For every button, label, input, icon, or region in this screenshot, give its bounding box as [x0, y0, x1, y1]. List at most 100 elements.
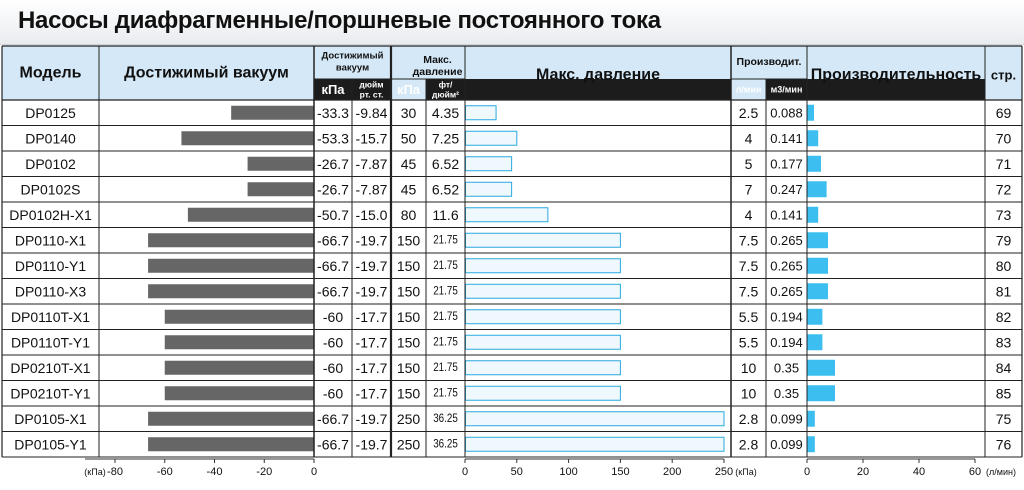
- cell-pressure-psi: 36.25: [433, 438, 458, 451]
- cell-model: DP0110-X1: [15, 232, 87, 248]
- cell-flow-lmin: 10: [741, 360, 757, 376]
- cell-pressure-psi: 7.25: [432, 130, 459, 146]
- pressure-axis-tick-label: 100: [559, 466, 577, 478]
- cell-flow-m3: 0.141: [770, 131, 803, 146]
- flow-axis-tick-label: 20: [857, 466, 869, 478]
- cell-pressure-psi: 21.75: [433, 285, 458, 298]
- header-pressure-psi-2: дюйм²: [432, 90, 459, 100]
- header-pressure-bar: Макс. давление: [536, 67, 660, 84]
- cell-model: DP0210T-X1: [10, 360, 90, 376]
- cell-flow-m3: 0.247: [770, 182, 803, 197]
- cell-model: DP0110T-Y1: [11, 334, 90, 350]
- cell-vacuum-kpa: -66.7: [317, 232, 349, 248]
- pressure-bar: [465, 309, 621, 325]
- flow-axis-tick-label: 60: [969, 466, 981, 478]
- header-page: стр.: [991, 68, 1016, 83]
- flow-bar: [807, 104, 814, 121]
- cell-pressure-kpa: 150: [397, 232, 421, 248]
- cell-page: 72: [996, 181, 1012, 197]
- cell-pressure-psi: 6.52: [432, 181, 459, 197]
- header-model: Модель: [20, 65, 82, 82]
- cell-flow-lmin: 2.5: [739, 105, 759, 121]
- cell-page: 83: [996, 334, 1012, 350]
- cell-page: 85: [996, 385, 1012, 401]
- vacuum-bar: [148, 411, 314, 426]
- vacuum-bar: [231, 105, 314, 120]
- cell-flow-lmin: 7.5: [739, 232, 759, 248]
- cell-pressure-kpa: 45: [401, 181, 417, 197]
- cell-pressure-psi: 6.52: [432, 156, 459, 172]
- pressure-bar: [465, 411, 725, 427]
- vacuum-bar: [187, 207, 314, 222]
- pressure-bar: [465, 207, 549, 223]
- vacuum-bar: [148, 258, 314, 273]
- title-bar: Насосы диафрагменные/поршневые постоянно…: [0, 0, 1024, 45]
- cell-vacuum-inhg: -17.7: [356, 334, 388, 350]
- pressure-bar: [465, 105, 497, 121]
- pressure-axis-tick-label: 0: [462, 466, 468, 478]
- vacuum-axis-tick-label: 0: [311, 466, 317, 478]
- pressure-bar: [465, 181, 513, 197]
- header-vacuum-inhg-2: рт. ст.: [360, 90, 384, 100]
- subheader-cell-4: [766, 79, 807, 100]
- cell-flow-m3: 0.099: [770, 437, 803, 452]
- header-flow-m3: м3/мин: [771, 85, 803, 95]
- cell-flow-m3: 0.194: [770, 335, 803, 350]
- header-vacuum-group-2: вакуум: [336, 63, 369, 74]
- cell-vacuum-inhg: -7.87: [356, 181, 388, 197]
- cell-pressure-psi: 21.75: [433, 310, 458, 323]
- cell-model: DP0105-Y1: [14, 436, 87, 452]
- cell-flow-lmin: 7.5: [739, 258, 759, 274]
- pressure-bar: [465, 283, 621, 299]
- flow-axis-unit: (л/мин): [986, 467, 1016, 477]
- cell-flow-lmin: 5.5: [739, 309, 759, 325]
- cell-pressure-psi: 21.75: [433, 336, 458, 349]
- vacuum-bar: [247, 182, 314, 197]
- cell-vacuum-kpa: -66.7: [317, 283, 349, 299]
- header-pressure-kpa: кПа: [397, 82, 421, 97]
- cell-flow-m3: 0.088: [770, 105, 803, 120]
- cell-vacuum-inhg: -19.7: [356, 258, 388, 274]
- cell-page: 71: [996, 156, 1012, 172]
- cell-flow-lmin: 10: [741, 385, 757, 401]
- cell-model: DP0102H-X1: [9, 207, 92, 223]
- cell-model: DP0102S: [21, 181, 81, 197]
- cell-flow-lmin: 5.5: [739, 334, 759, 350]
- pressure-bar: [465, 360, 621, 376]
- cell-vacuum-inhg: -7.87: [356, 156, 388, 172]
- cell-page: 75: [996, 411, 1012, 427]
- vacuum-axis-tick-label: -20: [256, 466, 272, 478]
- flow-bar: [807, 385, 835, 402]
- subheader-cell-5: [807, 79, 985, 100]
- cell-vacuum-kpa: -60: [323, 360, 343, 376]
- vacuum-axis-tick-label: -60: [157, 466, 173, 478]
- vacuum-axis-tick-label: -80: [107, 466, 123, 478]
- cell-flow-lmin: 7.5: [739, 283, 759, 299]
- cell-vacuum-kpa: -60: [323, 385, 343, 401]
- cell-pressure-kpa: 150: [397, 334, 421, 350]
- cell-vacuum-kpa: -33.3: [317, 105, 349, 121]
- cell-flow-m3: 0.177: [770, 156, 803, 171]
- flow-bar: [807, 130, 819, 147]
- cell-model: DP0110T-X1: [11, 309, 90, 325]
- cell-model: DP0210T-Y1: [10, 385, 90, 401]
- cell-vacuum-inhg: -17.7: [356, 309, 388, 325]
- cell-vacuum-inhg: -15.7: [356, 130, 388, 146]
- vacuum-bar: [148, 437, 314, 452]
- cell-pressure-kpa: 30: [401, 105, 417, 121]
- cell-page: 84: [996, 360, 1012, 376]
- pressure-bar: [465, 334, 621, 350]
- vacuum-bar: [164, 335, 314, 350]
- page-title: Насосы диафрагменные/поршневые постоянно…: [18, 7, 661, 34]
- vacuum-bar: [148, 284, 314, 299]
- cell-flow-lmin: 5: [745, 156, 753, 172]
- cell-flow-lmin: 2.8: [739, 436, 759, 452]
- flow-bar: [807, 181, 827, 198]
- cell-flow-m3: 0.141: [770, 207, 803, 222]
- pressure-bar: [465, 232, 621, 248]
- subheader-cell-1: [352, 79, 391, 100]
- vacuum-axis-tick-label: -40: [207, 466, 223, 478]
- cell-page: 69: [996, 105, 1012, 121]
